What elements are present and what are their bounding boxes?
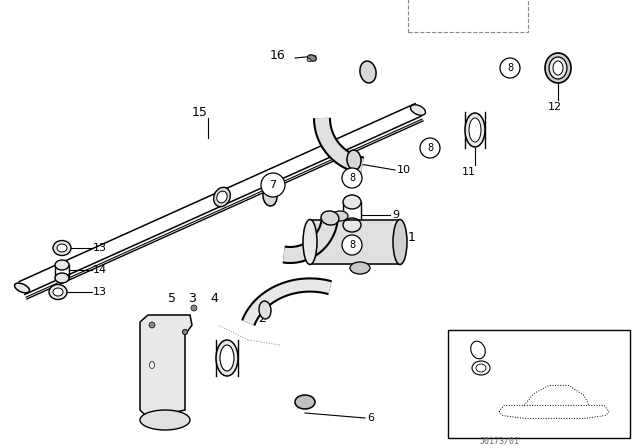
- Text: 3: 3: [188, 292, 196, 305]
- Text: 8: 8: [349, 240, 355, 250]
- Text: 5: 5: [168, 292, 176, 305]
- Ellipse shape: [471, 341, 485, 359]
- Text: 12: 12: [548, 102, 562, 112]
- Ellipse shape: [191, 305, 197, 311]
- Text: 8: 8: [427, 143, 433, 153]
- Text: 8: 8: [507, 63, 513, 73]
- Circle shape: [261, 173, 285, 197]
- Ellipse shape: [545, 53, 571, 83]
- Ellipse shape: [410, 105, 426, 115]
- Text: 16: 16: [270, 48, 285, 61]
- Text: 13: 13: [93, 287, 107, 297]
- Ellipse shape: [321, 211, 339, 225]
- Text: 7: 7: [456, 345, 462, 355]
- Ellipse shape: [307, 58, 311, 61]
- Ellipse shape: [296, 396, 314, 408]
- Ellipse shape: [15, 283, 29, 293]
- Text: 15: 15: [192, 105, 208, 119]
- Polygon shape: [140, 315, 192, 418]
- Text: 6: 6: [367, 413, 374, 423]
- Bar: [408, 0, 528, 32]
- Circle shape: [500, 58, 520, 78]
- Ellipse shape: [217, 191, 227, 203]
- Text: 8: 8: [349, 173, 355, 183]
- Ellipse shape: [476, 364, 486, 372]
- Ellipse shape: [295, 395, 315, 409]
- Ellipse shape: [182, 329, 188, 335]
- Ellipse shape: [55, 260, 69, 270]
- Ellipse shape: [150, 362, 154, 369]
- Text: 2: 2: [258, 311, 266, 324]
- Ellipse shape: [549, 57, 567, 79]
- Ellipse shape: [55, 273, 69, 283]
- Circle shape: [420, 138, 440, 158]
- Ellipse shape: [263, 186, 277, 206]
- Text: 14: 14: [93, 265, 107, 275]
- Ellipse shape: [465, 113, 485, 147]
- Ellipse shape: [214, 187, 230, 207]
- Ellipse shape: [308, 55, 316, 61]
- Ellipse shape: [347, 150, 361, 170]
- Ellipse shape: [553, 61, 563, 75]
- Text: 13: 13: [93, 243, 107, 253]
- Text: 1: 1: [408, 231, 416, 244]
- Ellipse shape: [216, 340, 238, 376]
- Ellipse shape: [53, 288, 63, 296]
- Circle shape: [342, 168, 362, 188]
- Ellipse shape: [343, 195, 361, 209]
- Ellipse shape: [469, 118, 481, 142]
- Ellipse shape: [182, 329, 188, 335]
- Ellipse shape: [49, 284, 67, 300]
- Ellipse shape: [149, 322, 155, 328]
- Ellipse shape: [57, 244, 67, 252]
- Ellipse shape: [332, 211, 348, 221]
- Ellipse shape: [393, 220, 407, 264]
- Circle shape: [342, 235, 362, 255]
- Text: 9: 9: [392, 210, 399, 220]
- Ellipse shape: [360, 61, 376, 83]
- Text: 10: 10: [397, 165, 411, 175]
- Ellipse shape: [259, 301, 271, 319]
- Ellipse shape: [343, 218, 361, 232]
- Ellipse shape: [220, 345, 234, 371]
- Text: 7: 7: [269, 180, 276, 190]
- Text: 11: 11: [462, 167, 476, 177]
- Bar: [448, 330, 630, 438]
- Ellipse shape: [472, 361, 490, 375]
- Ellipse shape: [140, 410, 190, 430]
- Text: 8: 8: [456, 363, 462, 373]
- Text: J0173/01: J0173/01: [480, 436, 520, 445]
- Ellipse shape: [303, 220, 317, 264]
- Text: 4: 4: [210, 292, 218, 305]
- Ellipse shape: [53, 241, 71, 255]
- Ellipse shape: [350, 262, 370, 274]
